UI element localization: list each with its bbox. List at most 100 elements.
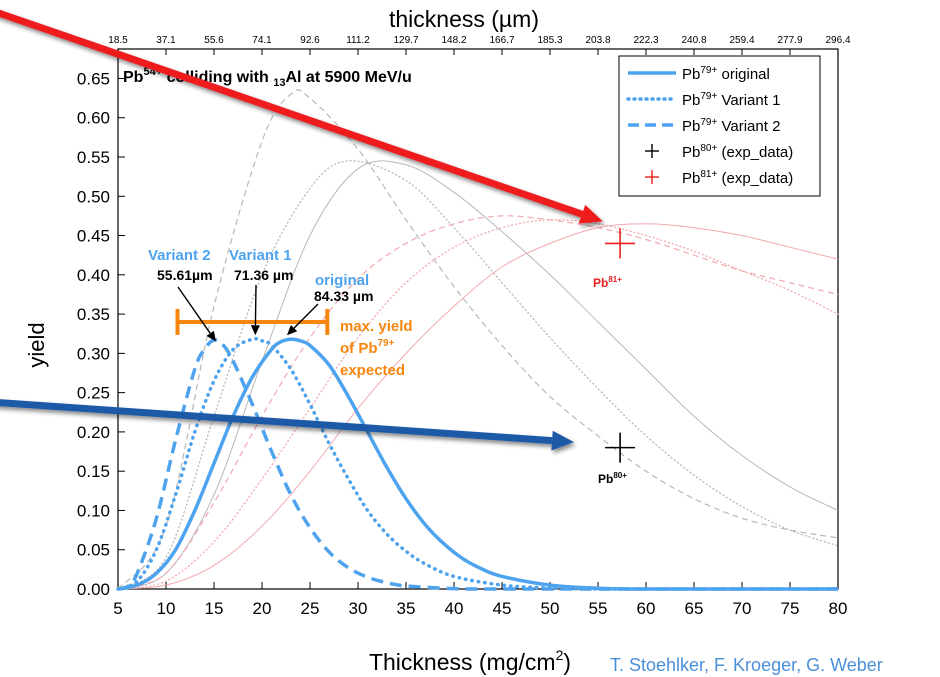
pb81-point-label: Pb81+ xyxy=(593,275,622,290)
big-arrow-red-head xyxy=(578,204,603,224)
x-tick-label: 55 xyxy=(589,599,608,618)
y-tick-label: 0.60 xyxy=(77,109,110,128)
top-tick-label: 18.5 xyxy=(108,35,128,46)
series-line-faint-pink-solid xyxy=(117,223,839,590)
x-tick-label: 25 xyxy=(301,599,320,618)
y-axis-label: yield xyxy=(24,322,49,367)
series-line-faint-gray-dashed xyxy=(117,89,839,590)
annot-original-value: 84.33 µm xyxy=(314,288,373,304)
x-axis-label-base: Thickness (mg/cm xyxy=(369,649,556,675)
y-tick-label: 0.50 xyxy=(77,187,110,206)
series-line-faint-pink-dashed xyxy=(117,215,839,590)
legend-label-pb81: Pb81+ (exp_data) xyxy=(682,169,793,187)
legend-marker-pb81 xyxy=(645,170,659,184)
top-tick-label: 92.6 xyxy=(300,35,320,46)
top-tick-label: 111.2 xyxy=(346,35,370,46)
y-tick-label: 0.55 xyxy=(77,148,110,167)
big-arrow-blue-shaft xyxy=(0,399,553,445)
annot-arrow-original-head xyxy=(286,324,298,336)
y-tick-label: 0.40 xyxy=(77,266,110,285)
x-tick-label: 50 xyxy=(541,599,560,618)
annot-arrow-variant1-head xyxy=(250,325,260,336)
title-post: Al at 5900 MeV/u xyxy=(285,69,411,86)
pb81-exp-marker xyxy=(605,228,636,259)
x-axis-label: Thickness (mg/cm2) xyxy=(369,647,571,675)
top-tick-label: 185.3 xyxy=(537,35,562,46)
legend-marker-pb80 xyxy=(645,144,659,158)
top-tick-label: 74.1 xyxy=(252,35,272,46)
top-tick-label: 277.9 xyxy=(777,35,802,46)
annot-variant2-value: 55.61µm xyxy=(157,267,213,283)
annot-variant1-value: 71.36 µm xyxy=(234,267,293,283)
annot-original-title: original xyxy=(315,272,369,289)
series-line-dashed xyxy=(117,338,839,591)
big-arrow-blue-head xyxy=(551,430,574,451)
plot-frame xyxy=(117,48,839,590)
x-tick-label: 70 xyxy=(733,599,752,618)
y-tick-label: 0.20 xyxy=(77,423,110,442)
max-yield-line2: of Pb79+ xyxy=(340,338,395,357)
top-tick-label: 203.8 xyxy=(585,35,610,46)
legend: Pb79+ original Pb79+ Variant 1 Pb79+ Var… xyxy=(618,55,821,197)
top-axis-ticks: 18.5 37.1 55.6 74.1 92.6 111.2 129.7 148.2 166.7… xyxy=(108,35,851,55)
top-tick-label: 166.7 xyxy=(489,35,514,46)
x-axis-label-end: ) xyxy=(563,649,571,675)
annot-arrow-original xyxy=(286,303,319,336)
top-tick-label: 296.4 xyxy=(825,35,850,46)
y-tick-label: 0.65 xyxy=(77,69,110,88)
series-line-faint-pink-dotted xyxy=(117,219,839,590)
y-tick-label: 0.25 xyxy=(77,384,110,403)
x-tick-label: 65 xyxy=(685,599,704,618)
series-layer xyxy=(116,89,840,591)
top-tick-label: 37.1 xyxy=(156,35,176,46)
pb80-point-label: Pb80+ xyxy=(598,471,627,486)
series-line-faint-gray-solid xyxy=(117,160,839,590)
top-tick-label: 148.2 xyxy=(441,35,466,46)
y-tick-label: 0.30 xyxy=(77,344,110,363)
x-tick-label: 35 xyxy=(397,599,416,618)
annot-arrow-variant2-head xyxy=(206,330,216,342)
x-tick-label: 15 xyxy=(205,599,224,618)
pb80-exp-marker xyxy=(605,432,636,463)
annot-arrow-variant1 xyxy=(250,284,260,336)
y-tick-label: 0.45 xyxy=(77,227,110,246)
x-tick-label: 40 xyxy=(445,599,464,618)
x-axis-ticks: 5 10 15 20 25 30 35 40 45 50 55 60 65 70 75 80 xyxy=(113,582,847,618)
y-tick-label: 0.05 xyxy=(77,541,110,560)
x-tick-label: 80 xyxy=(829,599,848,618)
top-tick-label: 129.7 xyxy=(393,35,418,46)
title-pre: Pb xyxy=(123,69,144,86)
legend-label-variant2: Pb79+ Variant 2 xyxy=(682,117,780,135)
top-tick-label: 55.6 xyxy=(204,35,224,46)
x-tick-label: 60 xyxy=(637,599,656,618)
big-arrow-red-shaft xyxy=(0,9,584,218)
title-z: 13 xyxy=(273,77,285,89)
x-tick-label: 30 xyxy=(349,599,368,618)
top-tick-label: 240.8 xyxy=(681,35,706,46)
y-tick-label: 0.15 xyxy=(77,462,110,481)
y-tick-label: 0.10 xyxy=(77,501,110,520)
legend-label-original: Pb79+ original xyxy=(682,65,770,83)
legend-label-variant1: Pb79+ Variant 1 xyxy=(682,91,780,109)
top-tick-label: 222.3 xyxy=(633,35,658,46)
x-tick-label: 20 xyxy=(253,599,272,618)
annot-arrow-original-shaft xyxy=(293,303,319,329)
x-tick-label: 75 xyxy=(781,599,800,618)
y-tick-label: 0.35 xyxy=(77,305,110,324)
series-line-faint-gray-dotted xyxy=(117,160,839,590)
annot-arrow-variant1-shaft xyxy=(254,284,257,326)
max-yield-note: max. yield of Pb79+ expected xyxy=(340,318,413,379)
x-tick-label: 45 xyxy=(493,599,512,618)
annot-arrow-variant2 xyxy=(177,286,216,342)
max-yield-line3: expected xyxy=(340,362,405,379)
x-axis-label-sup: 2 xyxy=(556,647,564,663)
big-arrow-blue xyxy=(0,399,574,451)
max-yield-line1: max. yield xyxy=(340,318,413,335)
big-arrow-red xyxy=(0,9,603,224)
annot-variant2-title: Variant 2 xyxy=(148,247,211,264)
annot-arrow-variant2-shaft xyxy=(177,286,211,334)
x-tick-label: 5 xyxy=(113,599,122,618)
top-axis-title: thickness (µm) xyxy=(389,6,539,32)
top-tick-label: 259.4 xyxy=(729,35,754,46)
